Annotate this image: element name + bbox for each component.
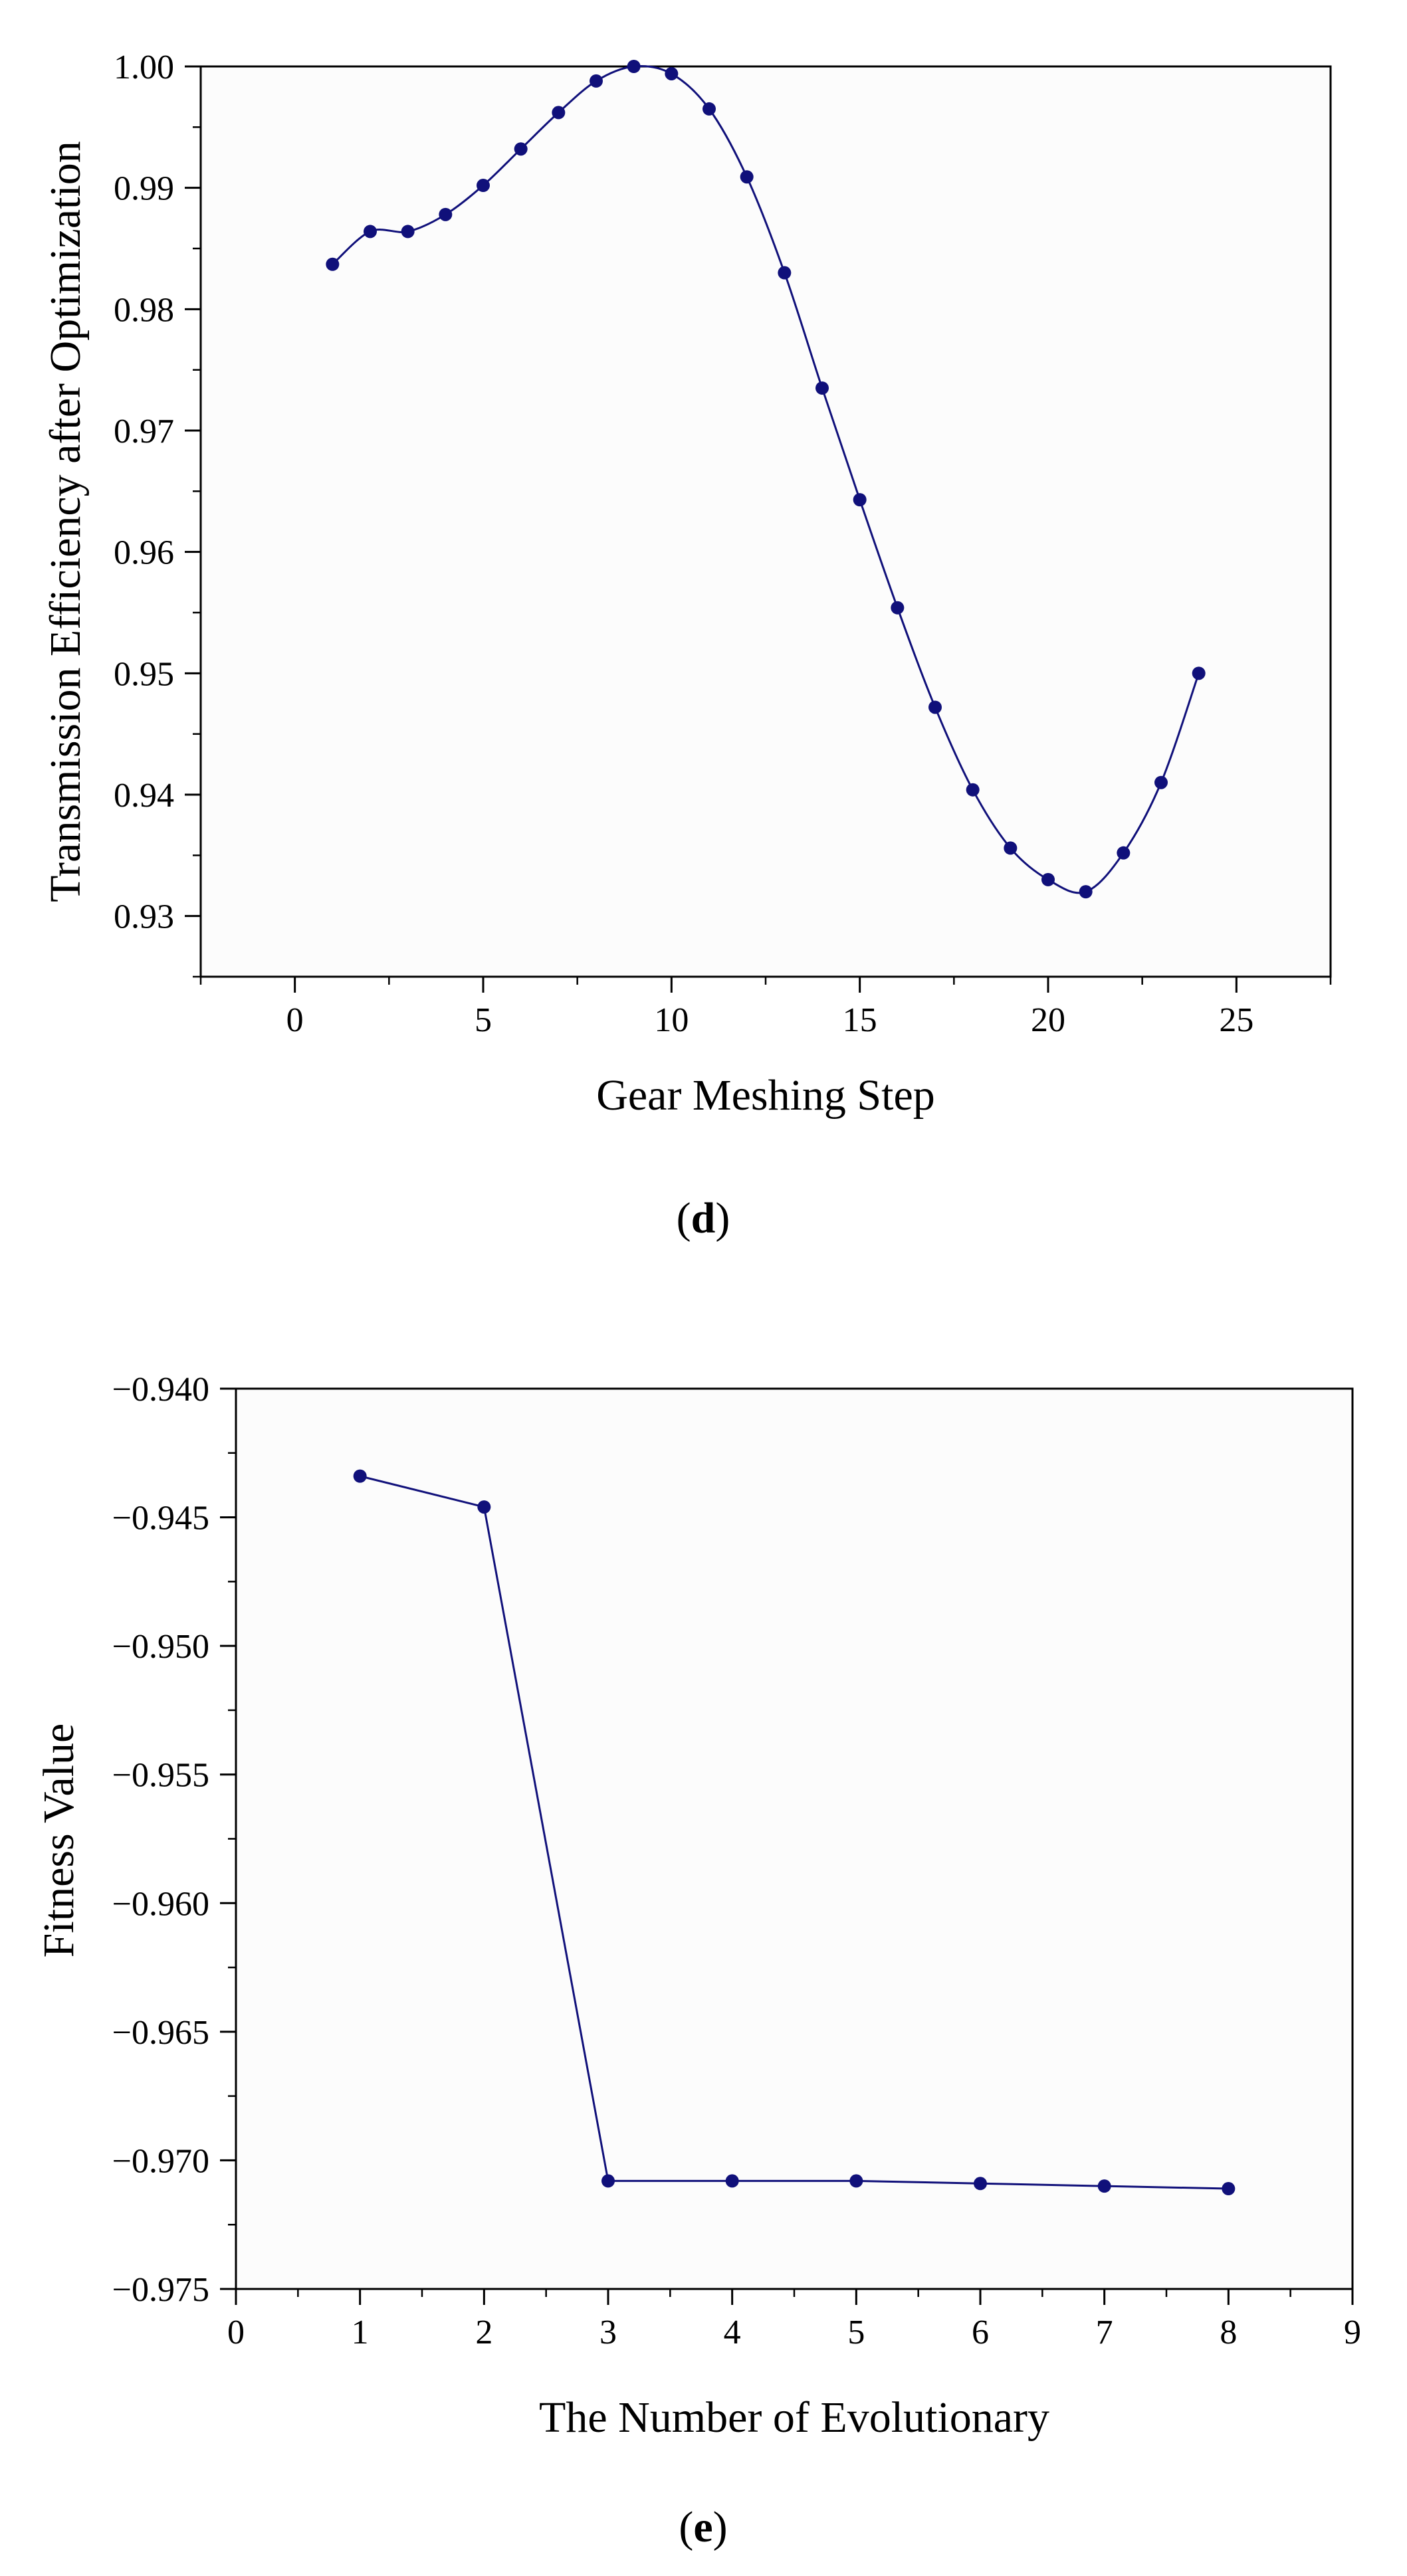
axes-d: 0 5 10 15 20 25 0.93 0.94 0.95 0.96 0.97 0.98 0.99 1.…	[114, 49, 1332, 1039]
data-point	[590, 74, 603, 88]
data-point	[364, 225, 377, 239]
data-point	[1117, 846, 1131, 860]
data-point	[778, 266, 792, 280]
y-tick-label: 1.00	[114, 49, 174, 86]
x-tick-label: 2	[475, 2314, 492, 2351]
y-tick-label: −0.950	[112, 1628, 209, 1666]
series-line	[332, 64, 1200, 894]
data-point	[815, 381, 829, 395]
x-tick-label: 25	[1219, 1001, 1253, 1039]
data-point	[1097, 2179, 1111, 2193]
y-axis-title-d: Transmission Efficiency after Optimizati…	[41, 141, 90, 902]
x-tick-label: 1	[352, 2314, 369, 2351]
x-tick-label: 20	[1031, 1001, 1065, 1039]
series-e	[353, 1469, 1236, 2196]
x-tick-label: 10	[654, 1001, 689, 1039]
data-point	[1004, 841, 1018, 855]
data-point	[725, 2174, 739, 2188]
x-tick-label: 7	[1096, 2314, 1113, 2351]
x-tick-label: 4	[724, 2314, 741, 2351]
y-tick-label: −0.955	[112, 1757, 209, 1795]
data-point	[891, 601, 905, 615]
data-point	[552, 106, 566, 120]
y-tick-label: 0.94	[114, 777, 174, 815]
caption-e: (e)	[679, 2503, 727, 2551]
x-tick-label: 6	[972, 2314, 989, 2351]
data-point	[853, 493, 867, 507]
y-tick-label: 0.99	[114, 170, 174, 208]
x-tick-label: 9	[1344, 2314, 1361, 2351]
data-point	[665, 66, 679, 80]
data-point	[439, 207, 453, 221]
caption-d: (d)	[677, 1194, 730, 1242]
x-axis-title-d: Gear Meshing Step	[596, 1071, 935, 1120]
data-point	[326, 257, 340, 271]
y-tick-label: −0.970	[112, 2142, 209, 2180]
x-tick-label: 3	[599, 2314, 617, 2351]
data-point	[601, 2174, 615, 2188]
y-tick-label: −0.960	[112, 1885, 209, 1923]
data-point	[1192, 666, 1206, 680]
data-point	[477, 1500, 491, 1514]
x-tick-label: 15	[843, 1001, 877, 1039]
chart-panel-d: 0 5 10 15 20 25 0.93 0.94 0.95 0.96 0.97 0.98 0.99 1.…	[41, 49, 1332, 1242]
y-tick-label: −0.965	[112, 2014, 209, 2052]
x-tick-label: 5	[847, 2314, 865, 2351]
series-d	[326, 60, 1206, 899]
data-point	[928, 700, 942, 714]
data-point	[627, 60, 641, 73]
data-point	[740, 170, 754, 184]
x-axis-title-e: The Number of Evolutionary	[539, 2393, 1049, 2442]
axes-e: 0 1 2 3 4 5 6 7 8 9 −0.975 −0.970 −0.965 −0.960 −0.955…	[112, 1371, 1361, 2351]
data-point	[703, 102, 716, 116]
x-tick-label: 8	[1220, 2314, 1237, 2351]
data-point	[1041, 872, 1055, 886]
y-tick-label: −0.975	[112, 2271, 209, 2309]
chart-panel-e: 0 1 2 3 4 5 6 7 8 9 −0.975 −0.970 −0.965 −0.960 −0.955…	[35, 1371, 1361, 2551]
series-line	[360, 1475, 1229, 2190]
data-point	[514, 142, 528, 156]
data-point	[1154, 775, 1168, 789]
data-point	[353, 1469, 367, 1483]
y-tick-label: 0.93	[114, 898, 174, 936]
y-tick-label: 0.98	[114, 291, 174, 329]
data-point	[1079, 885, 1093, 899]
data-point	[974, 2177, 987, 2191]
data-point	[401, 225, 415, 239]
x-tick-label: 5	[475, 1001, 492, 1039]
y-tick-label: −0.945	[112, 1500, 209, 1537]
plot-area-d	[201, 66, 1331, 977]
y-tick-label: −0.940	[112, 1371, 209, 1409]
y-tick-label: 0.95	[114, 655, 174, 693]
data-point	[477, 179, 490, 193]
y-tick-label: 0.96	[114, 534, 174, 572]
plot-area-e	[236, 1389, 1353, 2289]
data-point	[849, 2174, 863, 2188]
y-tick-label: 0.97	[114, 413, 174, 450]
x-tick-label: 0	[227, 2314, 245, 2351]
y-axis-title-e: Fitness Value	[35, 1724, 83, 1958]
x-tick-label: 0	[286, 1001, 304, 1039]
data-point	[1222, 2182, 1236, 2196]
data-point	[966, 783, 980, 797]
